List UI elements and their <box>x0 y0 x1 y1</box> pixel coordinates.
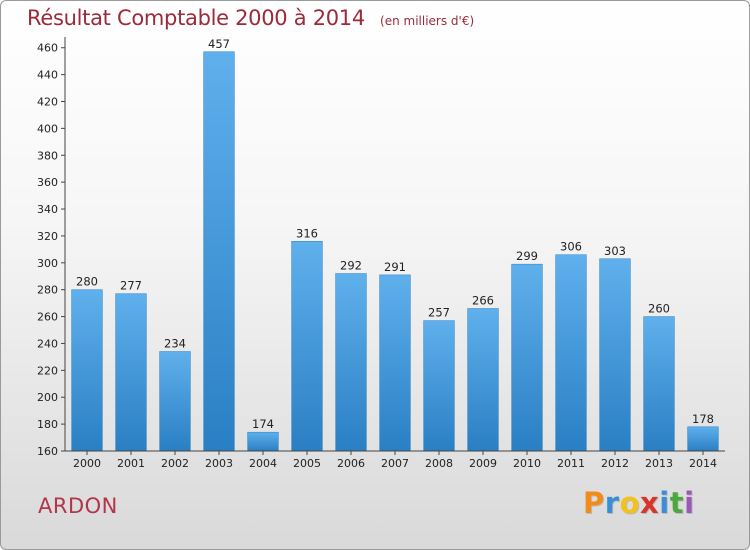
logo-letter: i <box>684 486 695 520</box>
x-tick-label: 2001 <box>117 457 145 470</box>
chart-unit: (en milliers d'€) <box>380 14 475 28</box>
bar <box>643 316 675 452</box>
data-label: 234 <box>164 337 186 351</box>
bar <box>115 293 147 452</box>
logo-letter: i <box>659 486 670 520</box>
y-tick-label: 380 <box>37 149 58 162</box>
data-label: 266 <box>472 294 494 308</box>
y-tick-label: 200 <box>37 391 58 404</box>
logo-letter: x <box>640 486 660 520</box>
bar <box>467 308 499 452</box>
x-tick-label: 2010 <box>513 457 541 470</box>
x-tick-label: 2007 <box>381 457 409 470</box>
x-tick-label: 2009 <box>469 457 497 470</box>
x-tick-label: 2002 <box>161 457 189 470</box>
bar <box>335 273 367 452</box>
y-tick-label: 240 <box>37 337 58 350</box>
data-label: 260 <box>648 302 670 316</box>
bar <box>71 289 103 452</box>
y-tick-label: 460 <box>37 42 58 55</box>
y-tick-label: 360 <box>37 176 58 189</box>
bar <box>291 241 323 452</box>
y-tick-label: 440 <box>37 69 58 82</box>
x-tick-label: 2014 <box>689 457 717 470</box>
logo-letter: r <box>604 486 620 520</box>
data-label: 292 <box>340 259 362 273</box>
x-tick-label: 2005 <box>293 457 321 470</box>
x-tick-label: 2011 <box>557 457 585 470</box>
logo-letter: o <box>619 486 641 520</box>
bar <box>203 51 235 452</box>
bar <box>687 426 719 452</box>
data-label: 299 <box>516 249 538 263</box>
x-axis: 2000 2001 2002 2003 2004 2005 2006 2007 2008 2009… <box>65 450 725 470</box>
bar <box>555 254 587 452</box>
place-name: ARDON <box>38 494 118 518</box>
data-label: 316 <box>296 226 318 240</box>
data-label: 178 <box>692 412 714 426</box>
data-label: 291 <box>384 260 406 274</box>
y-tick-label: 400 <box>37 122 58 135</box>
x-tick-label: 2003 <box>205 457 233 470</box>
data-label: 303 <box>604 244 626 258</box>
logo-letter: P <box>583 486 605 520</box>
x-tick-label: 2006 <box>337 457 365 470</box>
proxiti-logo[interactable]: Proxiti <box>583 486 695 520</box>
data-label: 174 <box>252 417 274 431</box>
x-tick-label: 2013 <box>645 457 673 470</box>
y-axis: 160 180 200 220 240 260 280 300 320 340 360 380 400 4… <box>37 37 66 458</box>
y-tick-label: 160 <box>37 445 58 458</box>
y-tick-label: 420 <box>37 95 58 108</box>
logo-letter: t <box>669 486 685 520</box>
bar <box>379 274 411 452</box>
y-tick-label: 320 <box>37 230 58 243</box>
y-tick-label: 260 <box>37 311 58 324</box>
data-label: 280 <box>76 275 98 289</box>
data-label: 306 <box>560 240 582 254</box>
x-tick-label: 2004 <box>249 457 277 470</box>
y-tick-label: 220 <box>37 364 58 377</box>
y-tick-label: 180 <box>37 418 58 431</box>
x-tick-label: 2008 <box>425 457 453 470</box>
x-tick-label: 2000 <box>73 457 101 470</box>
bar <box>159 351 191 452</box>
y-tick-label: 280 <box>37 284 58 297</box>
bar <box>423 320 455 452</box>
y-tick-label: 300 <box>37 257 58 270</box>
data-label: 457 <box>208 37 230 51</box>
bars: 280 277 234 457 174 316 292 291 257 266 299 306 303 2… <box>71 37 719 452</box>
data-label: 257 <box>428 306 450 320</box>
bar <box>247 431 279 452</box>
chart-title: Résultat Comptable 2000 à 2014 <box>27 6 365 30</box>
bar <box>511 263 543 452</box>
y-tick-label: 340 <box>37 203 58 216</box>
x-tick-label: 2012 <box>601 457 629 470</box>
data-label: 277 <box>120 279 142 293</box>
bar <box>599 258 631 452</box>
title-row: Résultat Comptable 2000 à 2014 (en milli… <box>27 6 474 30</box>
